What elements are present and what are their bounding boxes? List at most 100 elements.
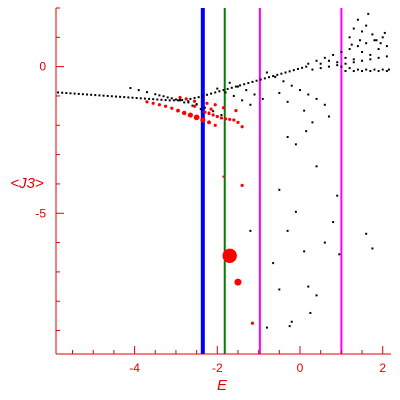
- black-data-point: [365, 68, 368, 71]
- black-data-point: [278, 288, 281, 291]
- black-data-point: [284, 71, 287, 74]
- red-data-point: [221, 106, 226, 110]
- red-data-point: [181, 110, 187, 116]
- large-red-data-point: [234, 278, 242, 286]
- black-data-point: [348, 67, 351, 70]
- black-data-point: [135, 97, 138, 100]
- red-data-point: [207, 120, 211, 125]
- black-data-point: [369, 70, 372, 73]
- black-data-point: [319, 62, 322, 65]
- black-data-point: [371, 33, 374, 36]
- black-data-point: [315, 165, 318, 168]
- black-data-point: [286, 136, 289, 139]
- red-data-point: [232, 118, 236, 122]
- black-data-point: [137, 89, 140, 92]
- large-red-data-point: [222, 248, 237, 263]
- black-data-point: [356, 68, 359, 71]
- black-data-point: [340, 65, 343, 68]
- black-data-point: [336, 64, 339, 67]
- black-data-point: [145, 91, 148, 94]
- black-data-point: [336, 61, 339, 64]
- black-data-point: [369, 53, 372, 56]
- red-data-point: [222, 175, 225, 178]
- red-data-point: [192, 99, 197, 103]
- y-tick-label: 0: [39, 60, 46, 74]
- black-data-point: [352, 70, 355, 73]
- red-data-point: [207, 111, 211, 116]
- black-data-point: [387, 68, 390, 71]
- black-data-point: [276, 73, 279, 76]
- black-data-point: [187, 101, 190, 104]
- black-data-point: [365, 232, 368, 235]
- red-data-point: [193, 114, 200, 121]
- black-data-point: [315, 97, 318, 100]
- black-data-point: [290, 320, 293, 323]
- black-data-point: [247, 82, 250, 85]
- black-data-point: [323, 56, 326, 59]
- x-tick-label: 0: [297, 361, 304, 375]
- black-data-point: [255, 79, 258, 82]
- red-data-point: [240, 183, 244, 187]
- red-data-point: [170, 106, 174, 110]
- black-data-point: [315, 59, 318, 62]
- red-data-point: [178, 95, 182, 100]
- black-data-point: [350, 43, 353, 46]
- black-data-point: [361, 59, 364, 62]
- black-data-point: [344, 70, 347, 73]
- black-data-point: [379, 42, 382, 45]
- black-data-point: [222, 89, 225, 92]
- black-data-point: [327, 115, 330, 118]
- black-data-point: [164, 99, 167, 102]
- black-data-point: [292, 69, 295, 72]
- black-data-point: [383, 31, 386, 34]
- black-data-point: [191, 104, 194, 107]
- red-data-point: [209, 107, 213, 111]
- black-data-point: [172, 99, 175, 102]
- black-data-point: [81, 93, 84, 96]
- red-data-point: [163, 104, 168, 108]
- black-data-point: [373, 39, 376, 42]
- black-data-point: [168, 99, 171, 102]
- black-data-point: [367, 12, 370, 15]
- black-data-point: [189, 97, 192, 100]
- black-data-point: [377, 70, 380, 73]
- black-data-point: [218, 90, 221, 93]
- black-data-point: [352, 61, 355, 64]
- black-data-point: [307, 93, 310, 96]
- black-data-point: [154, 93, 157, 96]
- black-data-point: [241, 99, 244, 102]
- black-data-point: [272, 262, 275, 265]
- black-data-point: [224, 91, 227, 94]
- black-data-point: [377, 48, 380, 51]
- black-data-point: [170, 97, 173, 100]
- red-data-point: [205, 101, 209, 105]
- black-data-point: [265, 326, 268, 329]
- black-data-point: [358, 39, 361, 42]
- black-data-point: [303, 250, 306, 253]
- black-data-point: [315, 294, 318, 297]
- black-data-point: [158, 94, 161, 97]
- red-data-point: [184, 97, 188, 101]
- black-data-point: [327, 65, 330, 68]
- black-data-point: [61, 91, 64, 94]
- black-data-point: [303, 109, 306, 112]
- black-data-point: [371, 247, 374, 250]
- black-data-point: [259, 78, 262, 81]
- black-data-point: [102, 94, 105, 97]
- black-data-point: [282, 80, 285, 83]
- x-axis-label: E: [217, 377, 228, 394]
- black-data-point: [348, 36, 351, 39]
- black-data-point: [278, 188, 281, 191]
- red-data-point: [200, 117, 206, 123]
- black-data-point: [286, 229, 289, 232]
- black-data-point: [348, 48, 351, 51]
- red-data-point: [219, 116, 224, 120]
- black-data-point: [197, 96, 200, 99]
- black-data-point: [90, 93, 93, 96]
- black-data-point: [338, 253, 341, 256]
- black-data-point: [228, 81, 231, 84]
- black-data-point: [166, 96, 169, 99]
- black-data-point: [243, 83, 246, 86]
- black-data-point: [305, 130, 308, 133]
- black-data-point: [377, 56, 380, 59]
